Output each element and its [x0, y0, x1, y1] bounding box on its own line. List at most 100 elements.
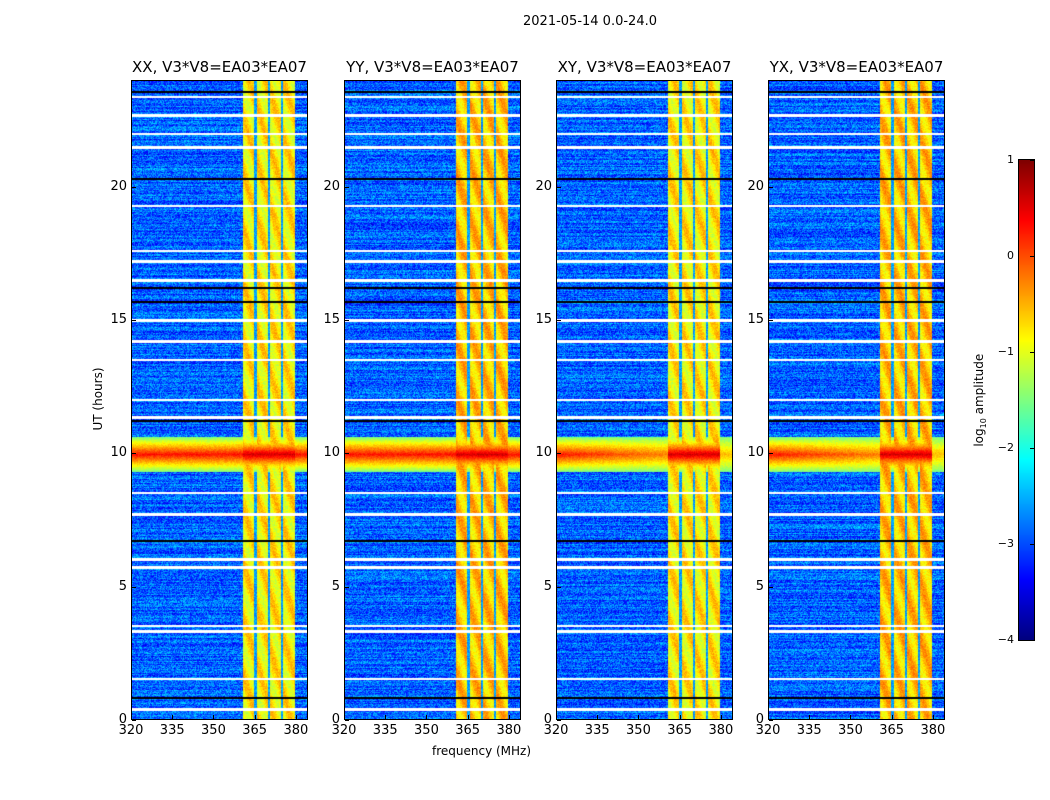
colorbar-tick-mark — [1030, 544, 1034, 545]
colorbar-tick-mark — [1030, 352, 1034, 353]
spectrogram-image — [769, 81, 944, 719]
x-tick-label: 350 — [626, 723, 651, 738]
x-tick-mark — [932, 715, 934, 719]
colorbar-label-rest: amplitude — [971, 353, 986, 419]
colorbar-label-log: log — [971, 428, 986, 447]
y-axis-label: UT (hours) — [91, 367, 105, 431]
x-tick-mark — [508, 715, 510, 719]
x-tick-mark — [385, 715, 387, 719]
spectrogram-image — [345, 81, 520, 719]
x-tick-label: 335 — [372, 723, 398, 738]
x-tick-label: 335 — [796, 723, 822, 738]
x-tick-label: 350 — [414, 723, 439, 738]
x-tick-mark — [213, 715, 215, 719]
x-tick-label: 320 — [755, 723, 781, 738]
x-tick-mark — [467, 715, 469, 719]
panel-title: XY, V3*V8=EA03*EA07 — [557, 58, 732, 76]
y-tick-label: 20 — [747, 178, 764, 194]
y-tick-mark — [345, 586, 349, 588]
y-tick-label: 0 — [331, 712, 340, 727]
panel-title: YX, V3*V8=EA03*EA07 — [769, 58, 944, 76]
y-tick-label: 5 — [331, 578, 340, 594]
colorbar-tick-label: −3 — [997, 537, 1014, 550]
figure-title: 2021-05-14 0.0-24.0 — [523, 14, 657, 29]
colorbar-tick-label: 0 — [1007, 249, 1014, 262]
y-tick-label: 10 — [323, 445, 340, 461]
x-tick-label: 365 — [455, 723, 481, 738]
x-tick-mark — [809, 715, 811, 719]
y-tick-label: 5 — [543, 578, 552, 594]
x-tick-mark — [891, 715, 893, 719]
y-tick-label: 10 — [110, 445, 127, 461]
y-tick-label: 0 — [543, 712, 552, 727]
spectrogram-image — [132, 81, 307, 719]
y-tick-mark — [769, 320, 773, 321]
x-tick-mark — [597, 715, 599, 719]
x-tick-mark — [850, 715, 852, 719]
x-tick-label: 335 — [159, 723, 185, 738]
y-tick-mark — [557, 320, 561, 321]
x-axis-label: frequency (MHz) — [432, 744, 532, 758]
y-tick-label: 15 — [535, 312, 552, 327]
spectrogram-panel — [556, 80, 733, 720]
x-tick-label: 380 — [496, 723, 522, 738]
colorbar-tick-mark — [1030, 448, 1034, 449]
x-tick-label: 320 — [331, 723, 357, 738]
spectrogram-panel — [344, 80, 521, 720]
colorbar-tick-label: −2 — [997, 441, 1014, 454]
y-tick-mark — [557, 586, 561, 588]
y-tick-mark — [132, 453, 136, 455]
y-tick-label: 10 — [535, 445, 552, 461]
y-tick-label: 5 — [118, 578, 127, 594]
x-tick-mark — [720, 715, 722, 719]
y-tick-label: 20 — [323, 178, 340, 194]
x-tick-label: 350 — [838, 723, 863, 738]
y-tick-mark — [769, 586, 773, 588]
y-tick-label: 20 — [110, 178, 127, 194]
x-tick-mark — [679, 715, 681, 719]
x-tick-mark — [254, 715, 256, 719]
y-tick-mark — [132, 186, 136, 188]
y-tick-mark — [345, 320, 349, 321]
y-tick-mark — [345, 453, 349, 455]
x-tick-label: 320 — [118, 723, 144, 738]
x-tick-label: 365 — [667, 723, 693, 738]
y-tick-label: 10 — [747, 445, 764, 461]
x-tick-mark — [638, 715, 640, 719]
y-tick-label: 20 — [535, 178, 552, 194]
y-tick-label: 15 — [110, 312, 127, 327]
x-tick-label: 365 — [879, 723, 905, 738]
y-tick-label: 15 — [323, 312, 340, 327]
colorbar-tick-label: −4 — [997, 633, 1014, 646]
y-tick-label: 0 — [118, 712, 127, 727]
spectrogram-panel — [131, 80, 308, 720]
x-tick-label: 335 — [584, 723, 610, 738]
spectrogram-panel — [768, 80, 945, 720]
x-tick-mark — [768, 715, 769, 719]
y-tick-mark — [345, 186, 349, 188]
colorbar-tick-mark — [1030, 256, 1034, 257]
y-tick-mark — [769, 186, 773, 188]
y-tick-label: 15 — [747, 312, 764, 327]
colorbar-tick-mark — [1030, 160, 1034, 161]
colorbar — [1018, 159, 1035, 641]
x-tick-mark — [344, 715, 345, 719]
x-tick-label: 320 — [543, 723, 569, 738]
panel-title: XX, V3*V8=EA03*EA07 — [132, 58, 307, 76]
y-tick-mark — [769, 720, 773, 721]
colorbar-gradient — [1019, 160, 1034, 640]
colorbar-tick-label: −1 — [997, 345, 1014, 358]
colorbar-label: log10 amplitude — [972, 340, 988, 460]
y-tick-mark — [345, 720, 349, 721]
x-tick-mark — [295, 715, 297, 719]
x-tick-label: 380 — [283, 723, 309, 738]
y-tick-mark — [132, 320, 136, 321]
x-tick-label: 350 — [201, 723, 226, 738]
colorbar-label-sub: 10 — [979, 418, 989, 429]
y-tick-label: 0 — [755, 712, 764, 727]
colorbar-tick-label: 1 — [1007, 153, 1014, 166]
x-tick-mark — [426, 715, 428, 719]
spectrogram-image — [557, 81, 732, 719]
y-tick-mark — [557, 186, 561, 188]
panel-title: YY, V3*V8=EA03*EA07 — [346, 58, 519, 76]
